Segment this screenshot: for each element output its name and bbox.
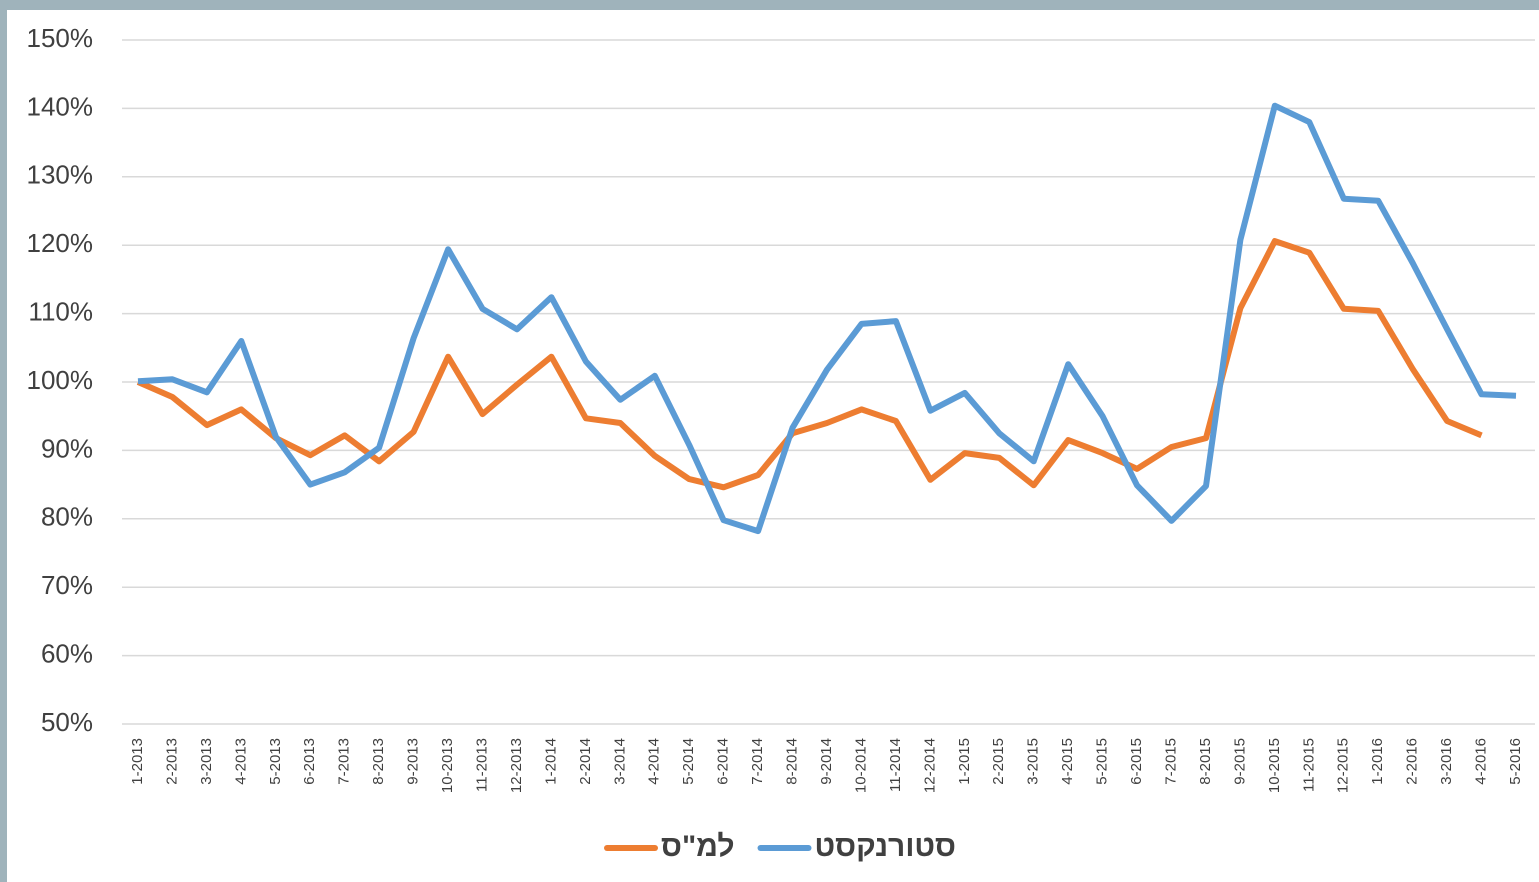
x-tick-label: 10-2014 — [852, 738, 869, 793]
x-tick-label: 6-2015 — [1128, 738, 1145, 785]
legend-label: למ"ס — [661, 830, 735, 863]
x-tick-label: 12-2015 — [1335, 738, 1352, 793]
x-tick-label: 10-2015 — [1266, 738, 1283, 793]
y-tick-label: 80% — [41, 502, 93, 532]
y-tick-label: 110% — [28, 296, 93, 326]
y-tick-label: 150% — [27, 23, 94, 53]
y-tick-label: 70% — [41, 570, 93, 600]
x-tick-label: 4-2013 — [232, 738, 249, 785]
x-tick-label: 11-2013 — [473, 738, 490, 792]
frame-left — [0, 0, 7, 882]
x-tick-label: 8-2015 — [1197, 738, 1214, 785]
x-tick-label: 7-2015 — [1162, 738, 1179, 785]
x-tick-label: 3-2014 — [611, 738, 628, 785]
x-tick-label: 8-2013 — [370, 738, 387, 785]
x-tick-label: 7-2014 — [749, 738, 766, 785]
x-tick-label: 6-2013 — [301, 738, 318, 785]
x-tick-label: 7-2013 — [336, 738, 353, 785]
x-tick-label: 1-2016 — [1369, 738, 1386, 785]
x-tick-label: 6-2014 — [715, 738, 732, 785]
x-tick-label: 12-2013 — [508, 738, 525, 793]
x-tick-label: 5-2014 — [680, 738, 697, 785]
x-tick-label: 5-2016 — [1507, 738, 1524, 785]
y-tick-label: 90% — [41, 433, 93, 463]
x-tick-label: 4-2016 — [1473, 738, 1490, 785]
legend-label: סטורנקסט — [815, 830, 956, 863]
y-tick-label: 120% — [27, 228, 94, 258]
x-tick-label: 10-2013 — [439, 738, 456, 793]
x-tick-label: 12-2014 — [921, 738, 938, 793]
x-tick-label: 2-2013 — [163, 738, 180, 785]
x-tick-label: 4-2014 — [646, 738, 663, 785]
x-tick-label: 3-2013 — [198, 738, 215, 785]
x-tick-label: 9-2013 — [405, 738, 422, 785]
x-tick-label: 2-2016 — [1404, 738, 1421, 785]
x-tick-label: 2-2015 — [990, 738, 1007, 785]
x-tick-label: 9-2015 — [1231, 738, 1248, 785]
y-tick-label: 140% — [27, 91, 94, 121]
x-tick-label: 1-2015 — [956, 738, 973, 785]
x-tick-label: 8-2014 — [784, 738, 801, 785]
x-tick-label: 3-2016 — [1438, 738, 1455, 785]
x-tick-label: 11-2015 — [1300, 738, 1317, 792]
x-tick-label: 5-2015 — [1094, 738, 1111, 785]
x-tick-label: 1-2014 — [542, 738, 559, 785]
x-tick-label: 4-2015 — [1059, 738, 1076, 785]
x-tick-label: 9-2014 — [818, 738, 835, 785]
y-tick-label: 130% — [27, 160, 94, 190]
y-tick-label: 100% — [27, 365, 94, 395]
x-tick-label: 2-2014 — [577, 738, 594, 785]
series-line — [136, 238, 1483, 491]
y-tick-label: 60% — [41, 638, 93, 668]
frame-top — [0, 0, 1539, 10]
series-line — [137, 102, 1517, 535]
y-tick-label: 50% — [41, 707, 93, 737]
x-tick-label: 3-2015 — [1025, 738, 1042, 785]
x-tick-label: 11-2014 — [887, 738, 904, 792]
x-tick-label: 5-2013 — [267, 738, 284, 785]
x-tick-label: 1-2013 — [129, 738, 146, 785]
